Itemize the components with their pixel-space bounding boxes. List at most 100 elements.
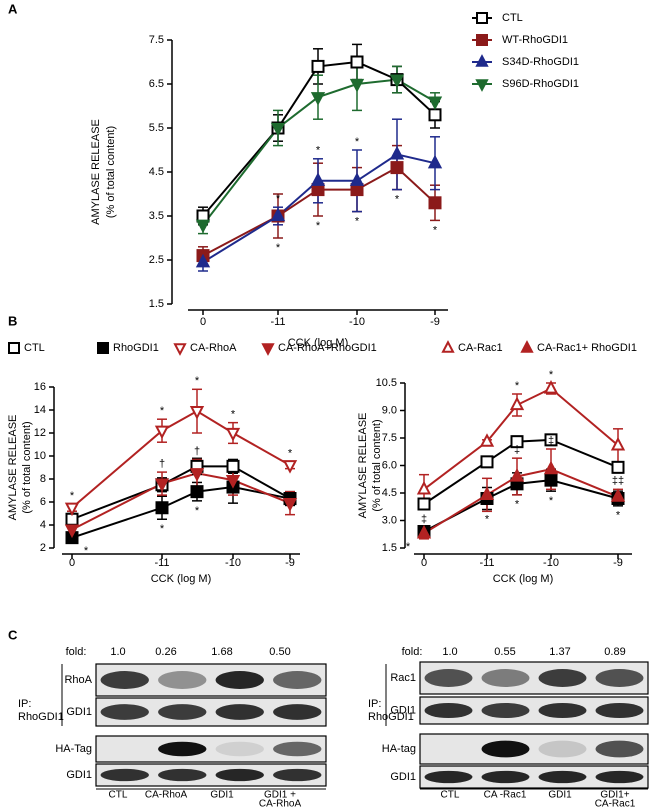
legend-marker [476,34,488,46]
panel-label: B [8,313,17,328]
significance-mark: * [515,499,520,511]
marker [190,485,204,499]
blot-band [100,768,149,782]
series-line [202,153,436,264]
marker [350,55,364,69]
fold-label: fold: [66,646,87,658]
legend-marker [520,340,534,353]
blot-band [538,669,587,687]
marker [480,455,494,469]
blot-band [273,671,322,689]
y-tick-label: 7.5 [382,432,397,444]
marker [195,253,211,268]
y-tick-label: 1.5 [382,542,397,554]
lane-label: CTL [109,790,128,801]
panel-label: C [8,627,18,642]
significance-mark: * [355,136,360,148]
y-tick-label: 3.5 [149,210,164,222]
y-axis-title: AMYLASE RELEASE [7,415,19,521]
blot-band [215,704,264,720]
row-label: GDI1 [66,706,92,718]
fold-value: 1.37 [549,646,570,658]
marker [225,475,241,489]
marker [154,478,170,493]
marker [64,524,80,539]
marker [226,459,240,473]
significance-mark: * [276,242,281,254]
marker [544,473,558,487]
x-tick-label: 0 [200,316,206,328]
x-tick-label: -10 [543,557,559,569]
significance-mark: * [160,405,165,417]
legend-label: CA-Rac1 [458,342,503,354]
series-line [71,409,291,509]
legend-label: S34D-RhoGDI1 [502,56,579,68]
fold-value: 1.0 [110,646,125,658]
fold-value: 0.26 [155,646,176,658]
y-tick-label: 4.5 [382,487,397,499]
blot-band [158,768,207,782]
marker [155,501,169,515]
marker [416,524,432,539]
x-tick-label: -10 [225,557,241,569]
legend-marker [173,343,187,356]
blot-band [595,702,644,719]
marker [509,468,525,482]
marker [611,460,625,474]
marker [349,172,365,186]
x-tick-label: -9 [613,557,623,569]
y-tick-label: 14 [34,404,46,416]
legend-marker [476,12,488,24]
significance-mark: * [195,375,200,387]
fold-value: 0.89 [604,646,625,658]
blot-band [215,671,264,689]
blot-band [158,671,207,689]
y-tick-label: 4.5 [149,166,164,178]
y-tick-label: 12 [34,427,46,439]
legend-label: CA-RhoA [190,342,237,354]
marker [389,145,405,160]
row-label: GDI1 [390,704,416,716]
x-tick-label: 0 [69,557,75,569]
marker [154,425,170,440]
fold-value: 0.55 [494,646,515,658]
blot-band [481,770,530,784]
legend-label: S96D-RhoGDI1 [502,78,579,90]
x-tick-label: -10 [349,316,365,328]
lane-label: CA-RhoA [259,799,302,807]
lane-label: CA-RhoA [145,790,188,801]
blot-band [595,770,644,784]
y-axis-subtitle: (% of total content) [371,419,383,511]
blot-band [538,770,587,784]
blot-band [215,768,264,782]
fold-label: fold: [402,646,423,658]
blot-band [100,704,149,720]
significance-mark: † [159,458,165,470]
blot-band [538,740,587,758]
significance-mark: * [406,541,411,553]
lane-label: GDI1 [210,790,234,801]
legend-marker [8,342,20,354]
marker [417,497,431,511]
ip-target: RhoGDI1 [18,711,64,723]
y-tick-label: 16 [34,381,46,393]
y-axis-subtitle: (% of total content) [21,421,33,513]
ip-target: RhoGDI1 [368,711,414,723]
row-label: Rac1 [390,672,416,684]
lane-label: GDI1+ [600,790,629,801]
marker [427,154,443,169]
lane-label: GDI1 + [264,790,296,801]
y-tick-label: 6.5 [149,78,164,90]
significance-mark: * [316,220,321,232]
y-tick-label: 6.0 [382,459,397,471]
marker [428,196,442,210]
blot-strip [95,763,327,787]
legend-marker [97,342,109,354]
x-tick-label: -11 [479,557,494,569]
y-axis-title: AMYLASE RELEASE [357,413,369,519]
significance-mark: † [194,445,200,457]
significance-mark: * [195,505,200,517]
significance-mark: * [160,523,165,535]
x-tick-label: -9 [430,316,440,328]
row-label: HA-Tag [55,743,92,755]
